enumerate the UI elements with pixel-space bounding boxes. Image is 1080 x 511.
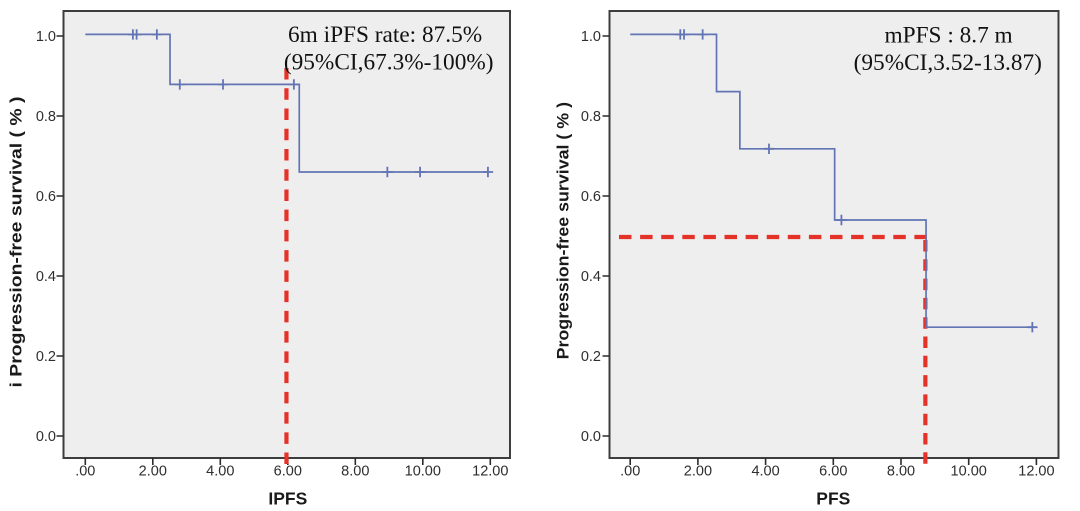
svg-text:(95%CI,67.3%-100%): (95%CI,67.3%-100%) bbox=[284, 50, 494, 76]
svg-text:PFS: PFS bbox=[816, 489, 850, 509]
svg-text:10.00: 10.00 bbox=[951, 464, 987, 480]
svg-text:.00: .00 bbox=[75, 464, 95, 480]
svg-text:0.4: 0.4 bbox=[36, 269, 56, 285]
svg-text:12.00: 12.00 bbox=[1018, 464, 1054, 480]
svg-text:4.00: 4.00 bbox=[751, 464, 779, 480]
svg-text:0.6: 0.6 bbox=[581, 189, 601, 205]
svg-text:(95%CI,3.52-13.87): (95%CI,3.52-13.87) bbox=[854, 50, 1042, 76]
svg-text:0.4: 0.4 bbox=[581, 269, 601, 285]
svg-text:6.00: 6.00 bbox=[819, 464, 847, 480]
svg-text:0.2: 0.2 bbox=[581, 349, 601, 365]
svg-text:6.00: 6.00 bbox=[274, 464, 302, 480]
svg-text:2.00: 2.00 bbox=[139, 464, 167, 480]
svg-text:0.8: 0.8 bbox=[581, 109, 601, 125]
svg-text:0.0: 0.0 bbox=[36, 429, 56, 445]
svg-text:Progression-free survival ( %: Progression-free survival ( % ) bbox=[555, 102, 573, 359]
svg-text:10.00: 10.00 bbox=[405, 464, 441, 480]
svg-text:8.00: 8.00 bbox=[887, 464, 915, 480]
svg-text:1.0: 1.0 bbox=[36, 29, 56, 45]
svg-text:4.00: 4.00 bbox=[206, 464, 234, 480]
svg-text:IPFS: IPFS bbox=[268, 489, 307, 509]
svg-text:8.00: 8.00 bbox=[341, 464, 369, 480]
svg-text:mPFS : 8.7 m: mPFS : 8.7 m bbox=[885, 23, 1013, 49]
svg-text:0.0: 0.0 bbox=[581, 429, 601, 445]
svg-text:6m iPFS rate: 87.5%: 6m iPFS rate: 87.5% bbox=[288, 22, 482, 48]
svg-text:1.0: 1.0 bbox=[581, 29, 601, 45]
svg-text:i Progression-free survival (: i Progression-free survival ( % ) bbox=[8, 97, 26, 388]
svg-text:12.00: 12.00 bbox=[472, 464, 508, 480]
svg-text:0.6: 0.6 bbox=[36, 189, 56, 205]
svg-text:0.2: 0.2 bbox=[36, 349, 56, 365]
svg-text:0.8: 0.8 bbox=[36, 109, 56, 125]
svg-text:2.00: 2.00 bbox=[684, 464, 712, 480]
svg-text:.00: .00 bbox=[620, 464, 640, 480]
